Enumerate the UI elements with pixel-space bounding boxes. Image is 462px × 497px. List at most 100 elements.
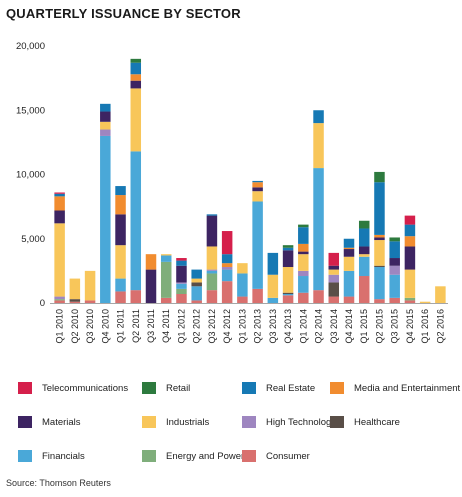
bar-segment (298, 243, 309, 252)
bar-segment (282, 267, 294, 293)
bar-segment (313, 168, 324, 291)
bar-segment (343, 249, 355, 257)
legend-swatch (330, 416, 344, 428)
bar-segment (252, 288, 263, 303)
bar-segment (374, 240, 385, 266)
bar-segment (358, 246, 370, 255)
bar-segment (328, 265, 340, 270)
bar-segment (298, 254, 309, 271)
y-axis: 0 5,000 10,000 15,000 20,000 (16, 41, 448, 309)
legend-label: Retail (166, 382, 191, 394)
legend-item: Retail (142, 382, 190, 394)
bar-segment (130, 58, 142, 63)
bar-segment (252, 182, 263, 188)
bar-segment (115, 291, 126, 303)
bar-segment (84, 270, 96, 301)
bar-segment (404, 297, 416, 301)
bar-segment (374, 299, 385, 303)
bar-segment (404, 215, 416, 225)
bar-segment (389, 241, 400, 259)
bar-segment (130, 151, 142, 291)
bar-segment (176, 265, 187, 283)
bar-segment (252, 191, 263, 202)
bar-segment (191, 278, 202, 283)
bar-segment (54, 192, 65, 194)
legend-item: Financials (18, 450, 85, 462)
x-tick-label: Q3 2014 (329, 309, 339, 344)
bar-segment (191, 269, 202, 279)
bar-segment (145, 269, 157, 303)
bar-segment (252, 187, 263, 192)
legend-item: Telecommunications (18, 382, 128, 394)
bar-segment (145, 254, 157, 270)
bar-segment (328, 252, 340, 266)
legend-item: Industrials (142, 416, 209, 428)
bar-segment (328, 274, 340, 283)
y-tick-label: 0 (40, 298, 45, 309)
bar-segment (389, 237, 400, 242)
bar-segment (298, 292, 309, 303)
bar-segment (389, 297, 400, 303)
bar-segment (100, 103, 111, 112)
bar-segment (206, 269, 218, 271)
source-note: Source: Thomson Reuters (6, 478, 111, 488)
bar-segment (374, 267, 385, 300)
bar-segment (298, 251, 309, 255)
bar-segment (267, 297, 279, 303)
bar-segment (252, 180, 263, 183)
legend-swatch (330, 382, 344, 394)
bar-segment (54, 196, 65, 211)
legend-swatch (18, 382, 32, 394)
y-tick-label: 5,000 (21, 234, 45, 245)
bar-segment (374, 171, 385, 183)
legend-item: Media and Entertainment (330, 382, 460, 394)
bar-segment (328, 282, 340, 297)
bar-segment (419, 301, 431, 303)
legend-swatch (18, 416, 32, 428)
legend-label: Energy and Power (166, 450, 245, 462)
bar-segment (404, 224, 416, 237)
bar-segment (237, 296, 248, 303)
bar-segment (328, 269, 340, 275)
legend-swatch (242, 450, 256, 462)
x-tick-label: Q1 2016 (420, 309, 430, 344)
bar-segment (343, 256, 355, 271)
bar-segment (358, 228, 370, 247)
x-tick-label: Q2 2016 (435, 309, 445, 344)
bar-segment (100, 129, 111, 136)
bar-segment (206, 246, 218, 270)
bar-segment (358, 256, 370, 277)
legend-label: Materials (42, 416, 81, 428)
x-tick-label: Q3 2010 (85, 309, 95, 344)
bar-segment (206, 290, 218, 303)
bar-segment (358, 276, 370, 303)
bar-segment (343, 238, 355, 248)
bar-segment (206, 215, 218, 247)
bar-segment (176, 258, 187, 261)
bar-segment (298, 276, 309, 293)
bar-segment (313, 110, 324, 124)
bar-segment (54, 299, 65, 301)
bar-segment (389, 258, 400, 266)
bar-segment (221, 263, 233, 268)
bar-segment (130, 74, 142, 81)
bar-segment (298, 227, 309, 244)
bar-segment (343, 247, 355, 250)
bar-segment (267, 274, 279, 298)
bar-segment (115, 195, 126, 215)
bar-segment (100, 121, 111, 130)
x-tick-label: Q3 2011 (146, 309, 156, 343)
x-axis: Q1 2010 Q2 2010 Q3 2010 Q4 2010 Q1 2011 Q2 20… (55, 309, 446, 344)
bar-segment (115, 278, 126, 292)
legend-item: Real Estate (242, 382, 315, 394)
legend-swatch (18, 450, 32, 462)
legend-swatch (142, 450, 156, 462)
bar-segment (221, 267, 233, 270)
x-tick-label: Q4 2015 (405, 309, 415, 344)
bar-segment (221, 231, 233, 255)
bar-segment (130, 290, 142, 303)
chart-title: QUARTERLY ISSUANCE BY SECTOR (6, 6, 241, 21)
bar-segment (404, 269, 416, 298)
bar-segment (54, 296, 65, 300)
